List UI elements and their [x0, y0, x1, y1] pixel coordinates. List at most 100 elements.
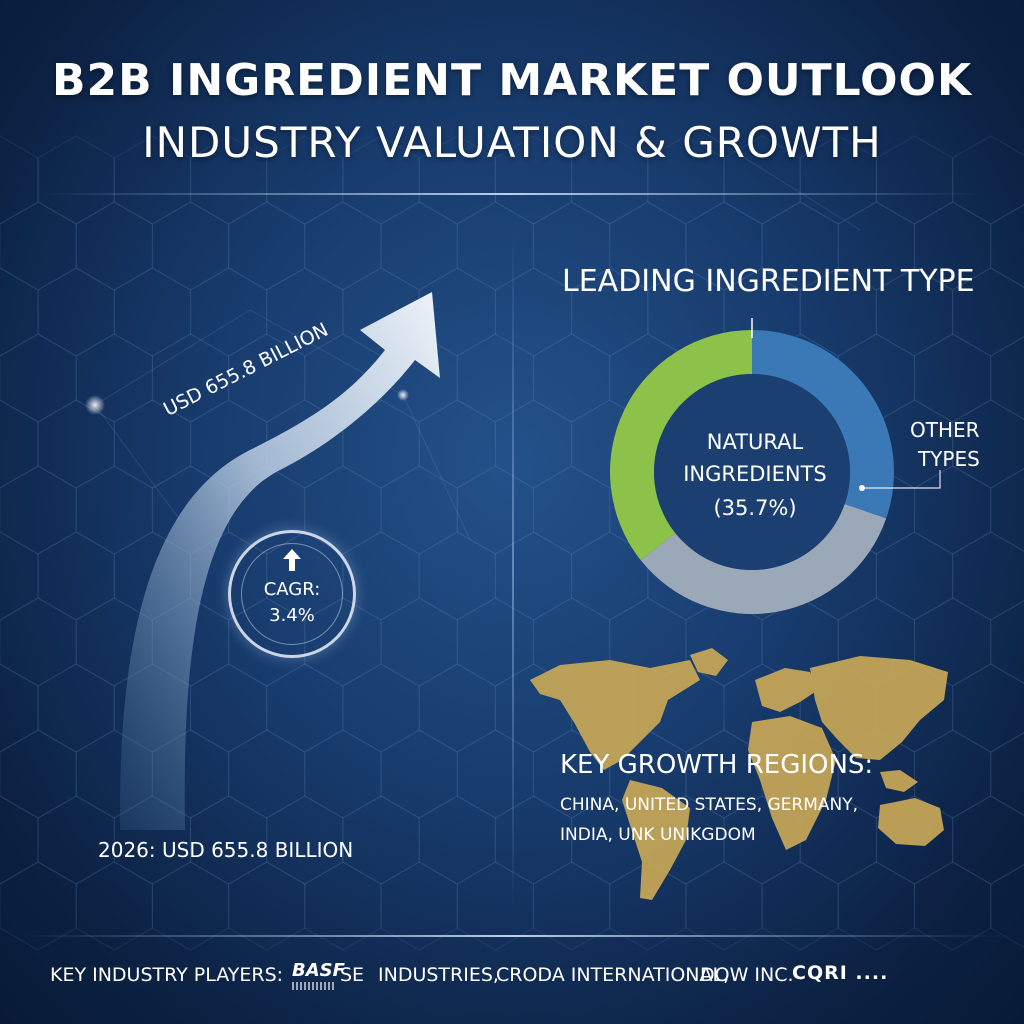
hex-cell: [418, 663, 496, 753]
hex-cell: [609, 201, 687, 291]
hex-cell: [456, 729, 535, 819]
hex-cell: [990, 864, 1024, 948]
donut-center-label-line2: INGREDIENTS: [683, 462, 827, 486]
hex-cell: [0, 597, 77, 687]
donut-hole: [654, 374, 850, 570]
hex-cell: [418, 531, 496, 621]
hex-cell: [0, 267, 39, 357]
donut-section-title: LEADING INGREDIENT TYPE: [562, 264, 975, 299]
hex-cell: [75, 333, 153, 423]
map-africa: [748, 716, 836, 850]
hex-cell: [266, 663, 344, 753]
hex-cell: [570, 267, 649, 357]
hex-cell: [0, 795, 39, 885]
hex-cell: [151, 201, 230, 291]
hex-cell: [990, 732, 1024, 816]
donut-center-label-line3: (35.7%): [713, 496, 797, 520]
hex-cell: [304, 861, 382, 951]
hex-cell: [37, 795, 115, 885]
hex-cell: [228, 861, 306, 951]
hex-cell: [113, 267, 192, 357]
hex-cell: [532, 201, 611, 291]
hex-cell: [380, 201, 458, 291]
hex-cell: [151, 861, 230, 951]
value-2026-label: 2026: USD 655.8 BILLION: [98, 838, 354, 862]
map-australia: [878, 798, 944, 846]
hex-cell: [837, 201, 916, 291]
donut-segment-natural-ingredients: [610, 330, 752, 561]
player-item-4: DOW INC.: [700, 964, 794, 986]
hex-cell: [189, 663, 268, 753]
hex-cell: [380, 861, 458, 951]
hex-cell: [456, 597, 535, 687]
other-types-label-line1: OTHER: [910, 418, 980, 442]
hex-cell: [113, 795, 192, 885]
hex-cell: [647, 135, 725, 225]
hex-cell: [837, 861, 916, 951]
hex-cell: [113, 399, 192, 489]
hex-cell: [189, 267, 268, 357]
hex-cell: [0, 729, 77, 819]
cagr-value: 3.4%: [269, 605, 315, 626]
hex-cell: [113, 135, 192, 225]
other-types-label-line2: TYPES: [918, 447, 980, 471]
hex-cell: [456, 201, 535, 291]
hex-cell: [951, 531, 1024, 621]
hex-cell: [228, 201, 306, 291]
page-title-line2: INDUSTRY VALUATION & GROWTH: [142, 118, 882, 167]
hex-cell: [266, 135, 344, 225]
basf-logo-tagline: [292, 982, 336, 990]
hex-cell: [532, 465, 611, 555]
hex-cell: [875, 267, 954, 357]
hex-cell: [266, 795, 344, 885]
hex-cell: [875, 795, 954, 885]
hex-cell: [75, 465, 153, 555]
hex-cell: [418, 399, 496, 489]
hex-cell: [494, 267, 573, 357]
hex-cell: [380, 465, 458, 555]
player-item-2: INDUSTRIES,: [378, 964, 499, 986]
map-greenland: [690, 648, 728, 676]
hex-cell: [0, 201, 77, 291]
regions-list-line2: INDIA, UNK UNIKGDOM: [560, 825, 756, 845]
hex-cell: [0, 531, 39, 621]
donut-segment-other-types: [752, 330, 894, 519]
hex-cell: [456, 465, 535, 555]
hex-cell: [228, 729, 306, 819]
hex-cell: [761, 861, 839, 951]
hex-cell: [380, 729, 458, 819]
hex-cell: [951, 135, 1024, 225]
hex-cell: [304, 729, 382, 819]
hex-cell: [913, 861, 992, 951]
hex-cell: [494, 399, 573, 489]
hex-cell: [228, 333, 306, 423]
hex-cell: [0, 465, 77, 555]
hex-cell: [951, 795, 1024, 885]
players-label: KEY INDUSTRY PLAYERS:: [50, 964, 284, 986]
hex-cell: [570, 135, 649, 225]
hex-cell: [418, 267, 496, 357]
hex-cell: [990, 336, 1024, 420]
hex-cell: [532, 333, 611, 423]
map-north-america: [530, 660, 700, 770]
basf-logo: BASF: [292, 960, 345, 981]
hex-cell: [0, 663, 39, 753]
hex-cell: [37, 399, 115, 489]
hex-cell: [304, 465, 382, 555]
hex-cell: [913, 201, 992, 291]
hex-cell: [532, 861, 611, 951]
player-item-3: CRODA INTERNATIONAL,: [496, 964, 730, 986]
hex-cell: [37, 531, 115, 621]
hex-cell: [799, 267, 878, 357]
hex-cell: [913, 729, 992, 819]
hex-cell: [990, 600, 1024, 684]
hex-cell: [685, 861, 763, 951]
hex-cell: [0, 135, 39, 225]
hex-cell: [151, 333, 230, 423]
page-title-line1: B2B INGREDIENT MARKET OUTLOOK: [51, 55, 973, 106]
hex-cell: [951, 399, 1024, 489]
hex-cell: [37, 267, 115, 357]
